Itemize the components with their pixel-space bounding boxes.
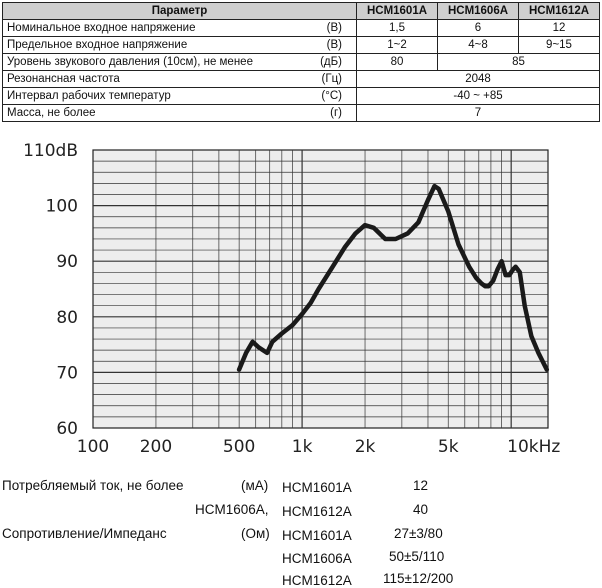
header-model-2: HCM1606A [437, 2, 519, 20]
value-cell: 6 [437, 19, 519, 37]
spec-row: Интервал рабочих температур (°C) -40 ~ +8… [2, 87, 600, 105]
impedance-value-3: 115±12/200 [383, 571, 454, 586]
param-name: Номинальное входное напряжение [7, 22, 196, 34]
param-unit: (В) [326, 22, 342, 34]
value-cell: 85 [437, 53, 600, 71]
param-unit: (Гц) [321, 73, 342, 85]
y-tick-label: 70 [56, 363, 78, 383]
x-tick-label: 200 [140, 437, 172, 457]
param-unit: (В) [326, 39, 342, 51]
y-tick-label: 100 [46, 197, 78, 217]
impedance-model-2: HCM1606A [282, 551, 352, 566]
value-cell: 7 [356, 104, 600, 122]
param-name: Предельное входное напряжение [7, 39, 188, 51]
param-unit: (дБ) [320, 56, 342, 68]
x-tick-label: 2k [355, 437, 376, 457]
y-tick-label: 80 [56, 308, 78, 328]
param-name: Интервал рабочих температур [7, 90, 171, 102]
y-tick-label: 60 [56, 419, 78, 439]
value-cell: 9~15 [518, 36, 600, 54]
param-name: Уровень звукового давления (10см), не ме… [7, 56, 253, 68]
current-value-1: 12 [413, 478, 429, 493]
impedance-value-1: 27±3/80 [394, 526, 443, 541]
x-tick-label: 5k [438, 437, 459, 457]
x-tick-label: 1k [292, 437, 313, 457]
value-cell: 4~8 [437, 36, 519, 54]
impedance-label: Сопротивление/Импеданс [2, 526, 167, 541]
impedance-unit: (Ом) [241, 526, 270, 541]
value-cell: 1,5 [356, 19, 438, 37]
value-cell: -40 ~ +85 [356, 87, 600, 105]
spec-row: Резонансная частота (Гц) 2048 [2, 70, 600, 88]
param-unit: (г) [330, 107, 342, 119]
current-model-1: HCM1601A [282, 480, 352, 495]
impedance-model-3: HCM1612A [282, 573, 352, 588]
header-param: Параметр [2, 2, 357, 20]
x-tick-label: 100 [77, 437, 109, 457]
x-tick-label: 500 [223, 437, 255, 457]
current-value-2: 40 [413, 502, 429, 517]
y-tick-label: 110dB [23, 141, 78, 161]
current-label: Потребляемый ток, не более [2, 478, 184, 493]
spec-header-row: Параметр HCM1601A HCM1606A HCM1612A [2, 2, 600, 20]
header-model-1: HCM1601A [356, 2, 438, 20]
current-model-3: HCM1612A [282, 504, 352, 519]
spec-row: Номинальное входное напряжение (В) 1,5 6 … [2, 19, 600, 37]
current-unit: (мА) [241, 478, 269, 493]
value-cell: 2048 [356, 70, 600, 88]
param-unit: (°C) [321, 90, 342, 102]
impedance-model-1: HCM1601A [282, 528, 352, 543]
spec-row: Предельное входное напряжение (В) 1~2 4~8… [2, 36, 600, 54]
value-cell: 1~2 [356, 36, 438, 54]
spec-table: Параметр HCM1601A HCM1606A HCM1612A Номи… [2, 2, 600, 122]
param-name: Масса, не более [7, 107, 96, 119]
param-name: Резонансная частота [7, 73, 120, 85]
value-cell: 80 [356, 53, 438, 71]
header-model-3: HCM1612A [518, 2, 600, 20]
y-tick-label: 90 [56, 252, 78, 272]
current-model-2: HCM1606A, [195, 502, 269, 517]
spec-row: Масса, не более (г) 7 [2, 104, 600, 122]
value-cell: 12 [518, 19, 600, 37]
x-tick-label: 10kHz [507, 437, 560, 457]
impedance-value-2: 50±5/110 [389, 549, 445, 564]
response-curve [236, 183, 550, 372]
spec-row: Уровень звукового давления (10см), не ме… [2, 53, 600, 71]
